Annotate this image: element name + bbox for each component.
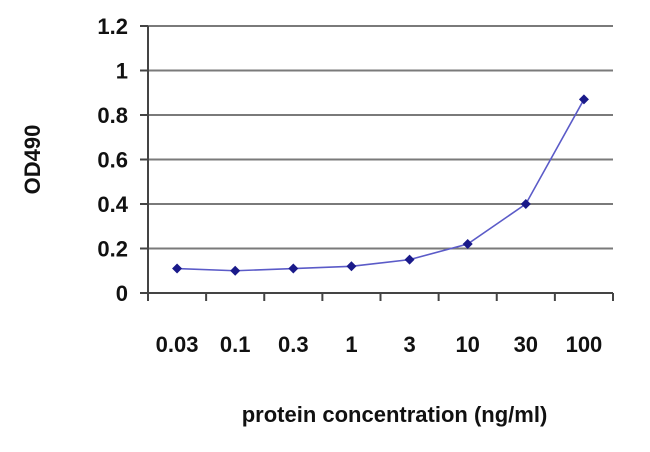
- y-tick-label: 0.8: [97, 103, 128, 128]
- data-point-marker: [288, 263, 299, 274]
- data-point-marker: [462, 239, 473, 250]
- series: [172, 94, 589, 276]
- series-line: [177, 99, 585, 272]
- data-point-marker: [578, 94, 589, 105]
- y-tick-label: 0: [116, 281, 128, 306]
- labels: 0 0.2 0.4 0.6 0.8 1 1.2 0.03 0.1 0.3 1 3 10 30 100 prot…: [20, 14, 602, 427]
- x-axis-title: protein concentration (ng/ml): [242, 402, 548, 427]
- data-point-marker: [520, 199, 531, 209]
- y-axis-title: OD490: [20, 125, 45, 195]
- x-tick-label: 0.03: [156, 332, 199, 357]
- x-tick-label: 100: [566, 332, 603, 357]
- x-tick-label: 1: [345, 332, 357, 357]
- axes: [140, 25, 614, 301]
- data-point-marker: [172, 263, 183, 274]
- y-tick-label: 1: [116, 59, 128, 84]
- y-tick-label: 1.2: [97, 14, 128, 39]
- data-point-marker: [230, 265, 241, 276]
- x-tick-label: 10: [455, 332, 479, 357]
- x-tick-label: 0.1: [220, 332, 251, 357]
- y-tick-label: 0.2: [97, 237, 128, 262]
- y-tick-label: 0.6: [97, 148, 128, 173]
- data-point-marker: [346, 261, 357, 272]
- grid: [148, 25, 613, 250]
- x-tick-label: 3: [403, 332, 415, 357]
- x-tick-label: 30: [514, 332, 538, 357]
- data-point-marker: [404, 254, 415, 265]
- x-tick-label: 0.3: [278, 332, 309, 357]
- y-tick-label: 0.4: [97, 192, 128, 217]
